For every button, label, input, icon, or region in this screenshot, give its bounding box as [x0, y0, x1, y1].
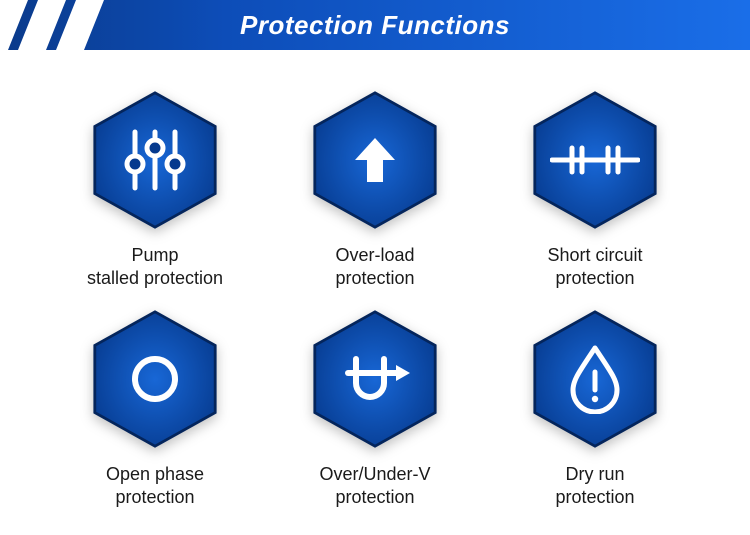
hex-badge	[525, 90, 665, 230]
feature-grid: Pump stalled protection Over-load protec…	[0, 50, 750, 528]
hex-badge	[85, 90, 225, 230]
circle-icon	[125, 349, 185, 409]
u-arrow-icon	[340, 349, 410, 409]
feature-label: Open phase protection	[106, 463, 204, 508]
short-circuit-icon	[550, 140, 640, 180]
sliders-icon	[115, 120, 195, 200]
feature-label: Short circuit protection	[547, 244, 642, 289]
arrow-up-icon	[345, 130, 405, 190]
feature-cell: Over-load protection	[280, 90, 470, 289]
feature-cell: Dry run protection	[500, 309, 690, 508]
feature-cell: Pump stalled protection	[60, 90, 250, 289]
hex-badge	[305, 309, 445, 449]
feature-label: Over-load protection	[335, 244, 414, 289]
page-title: Protection Functions	[240, 10, 510, 41]
feature-label: Dry run protection	[555, 463, 634, 508]
feature-cell: Open phase protection	[60, 309, 250, 508]
hex-badge	[525, 309, 665, 449]
feature-cell: Over/Under-V protection	[280, 309, 470, 508]
feature-label: Over/Under-V protection	[319, 463, 430, 508]
feature-cell: Short circuit protection	[500, 90, 690, 289]
header-stripes-decor	[0, 0, 120, 50]
hex-badge	[85, 309, 225, 449]
feature-label: Pump stalled protection	[87, 244, 223, 289]
header-banner: Protection Functions	[0, 0, 750, 50]
hex-badge	[305, 90, 445, 230]
droplet-warn-icon	[565, 344, 625, 414]
